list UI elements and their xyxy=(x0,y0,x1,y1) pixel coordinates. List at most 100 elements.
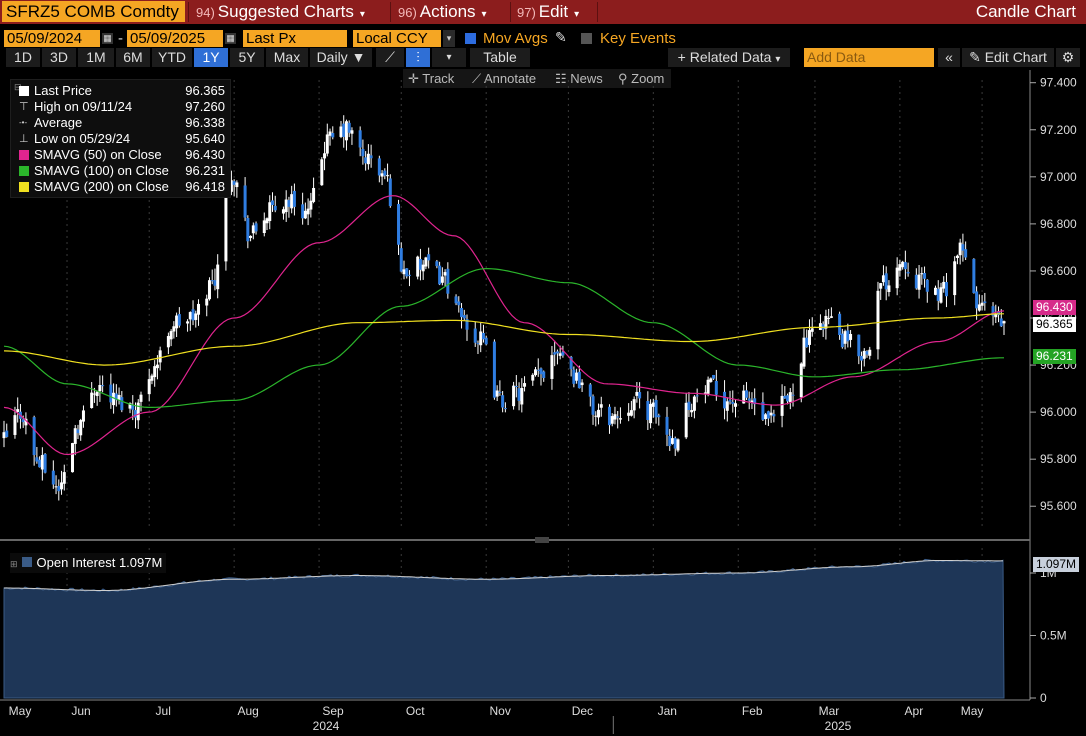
news-tool[interactable]: ☷ News xyxy=(555,71,603,86)
price-field-select[interactable]: Last Px xyxy=(243,30,347,47)
candle-up xyxy=(402,269,406,275)
candle-up xyxy=(807,330,811,345)
legend-value: 96.418 xyxy=(185,179,225,194)
candle-down xyxy=(476,343,480,345)
candle-down xyxy=(254,223,258,232)
candle-down xyxy=(991,306,995,316)
candle-up xyxy=(520,387,524,405)
candle-up xyxy=(868,349,872,356)
candle-down xyxy=(51,470,55,485)
chevron-down-icon: ▾ xyxy=(481,9,487,20)
key-events-checkbox[interactable] xyxy=(581,33,592,44)
month-label: Dec xyxy=(572,704,593,718)
chevron-down-icon[interactable]: ▾ xyxy=(443,30,455,47)
candle-down xyxy=(838,313,842,336)
candle-down xyxy=(657,415,661,418)
edit-menu[interactable]: 97) Edit ▾ xyxy=(517,0,579,24)
candle-down xyxy=(577,371,581,389)
candle-down xyxy=(407,274,411,276)
candle-down xyxy=(646,401,650,421)
candle-up xyxy=(706,379,710,394)
candle-down xyxy=(791,394,795,396)
currency-select[interactable]: Local CCY xyxy=(353,30,441,47)
candle-up xyxy=(901,261,905,268)
start-date-input[interactable]: 05/09/2024 xyxy=(4,30,100,47)
edit-chart-button[interactable]: ✎ Edit Chart xyxy=(962,48,1054,67)
calendar-icon[interactable]: ▦ xyxy=(102,33,113,44)
period-6m-button[interactable]: 6M xyxy=(116,48,150,67)
candle-down xyxy=(484,337,488,345)
candle-down xyxy=(840,333,844,348)
suggested-charts-menu[interactable]: 94) Suggested Charts ▾ xyxy=(196,0,365,24)
candle-down xyxy=(38,459,42,468)
candle-up xyxy=(780,395,784,416)
open-interest-area xyxy=(3,558,1005,699)
candle-up xyxy=(649,403,653,424)
gear-icon[interactable]: ⚙ xyxy=(1056,48,1080,67)
collapse-icon[interactable]: ⊞ xyxy=(10,559,18,569)
legend-swatch: -•- xyxy=(19,118,28,127)
candle-up xyxy=(188,312,192,320)
end-date-input[interactable]: 05/09/2025 xyxy=(127,30,223,47)
candle-up xyxy=(994,313,998,318)
period-3d-button[interactable]: 3D xyxy=(42,48,76,67)
candle-up xyxy=(166,336,170,348)
price-tick-label: 96.000 xyxy=(1040,405,1077,419)
period-1y-button[interactable]: 1Y xyxy=(194,48,228,67)
menu-divider xyxy=(597,2,598,22)
collapse-icon[interactable]: « xyxy=(938,48,960,67)
line-chart-icon[interactable]: ⟋ xyxy=(376,48,404,67)
candle-up xyxy=(344,121,348,141)
candle-up xyxy=(54,486,58,488)
pencil-icon[interactable]: ✎ xyxy=(555,29,567,45)
candle-up xyxy=(268,202,272,222)
candle-up xyxy=(495,390,499,397)
add-data-input[interactable]: Add Data xyxy=(804,48,934,67)
candle-down xyxy=(388,178,392,207)
legend-swatch xyxy=(19,150,29,160)
candle-down xyxy=(975,291,979,309)
calendar-icon[interactable]: ▦ xyxy=(225,33,236,44)
legend-swatch xyxy=(19,182,29,192)
candle-down xyxy=(270,200,274,206)
candle-up xyxy=(155,364,159,369)
candle-up xyxy=(24,418,28,426)
price-tick-label: 97.400 xyxy=(1040,76,1077,90)
candle-down xyxy=(43,453,47,473)
mov-avgs-checkbox[interactable] xyxy=(465,33,476,44)
actions-menu[interactable]: 96) Actions ▾ xyxy=(398,0,487,24)
collapse-icon[interactable]: ⊟ xyxy=(14,82,22,92)
track-tool[interactable]: ✛ Track xyxy=(408,71,455,86)
legend-label: Low on 05/29/24 xyxy=(34,131,131,146)
candle-down xyxy=(76,429,80,434)
zoom-tool[interactable]: ⚲ Zoom xyxy=(618,71,665,86)
candle-down xyxy=(405,268,409,277)
candle-up xyxy=(769,412,773,416)
candle-up xyxy=(725,401,729,411)
candle-up xyxy=(709,378,713,382)
candle-up xyxy=(194,313,198,320)
open-interest-series xyxy=(3,558,1005,699)
period-max-button[interactable]: Max xyxy=(266,48,308,67)
month-label: Sep xyxy=(322,704,344,718)
annotate-tool[interactable]: ⟋ Annotate xyxy=(472,71,537,86)
candle-up xyxy=(734,403,738,407)
period-ytd-button[interactable]: YTD xyxy=(152,48,192,67)
period-1d-button[interactable]: 1D xyxy=(6,48,40,67)
candle-down xyxy=(753,398,757,405)
candle-up xyxy=(366,153,370,165)
chevron-down-icon[interactable]: ▾ xyxy=(432,48,466,67)
candle-up xyxy=(235,182,239,188)
ticker-field[interactable]: SFRZ5 COMB Comdty xyxy=(2,1,185,22)
table-button[interactable]: Table xyxy=(470,48,530,67)
period-1m-button[interactable]: 1M xyxy=(78,48,114,67)
candle-down xyxy=(695,395,699,397)
period-5y-button[interactable]: 5Y xyxy=(230,48,264,67)
candle-down xyxy=(287,200,291,207)
frequency-select[interactable]: Daily ▼ xyxy=(310,48,372,67)
candle-down xyxy=(906,271,910,274)
candle-chart-icon[interactable]: ⫶ xyxy=(406,48,430,67)
related-data-menu[interactable]: + Related Data ▾ xyxy=(668,48,790,67)
year-label: 2024 xyxy=(313,719,340,733)
